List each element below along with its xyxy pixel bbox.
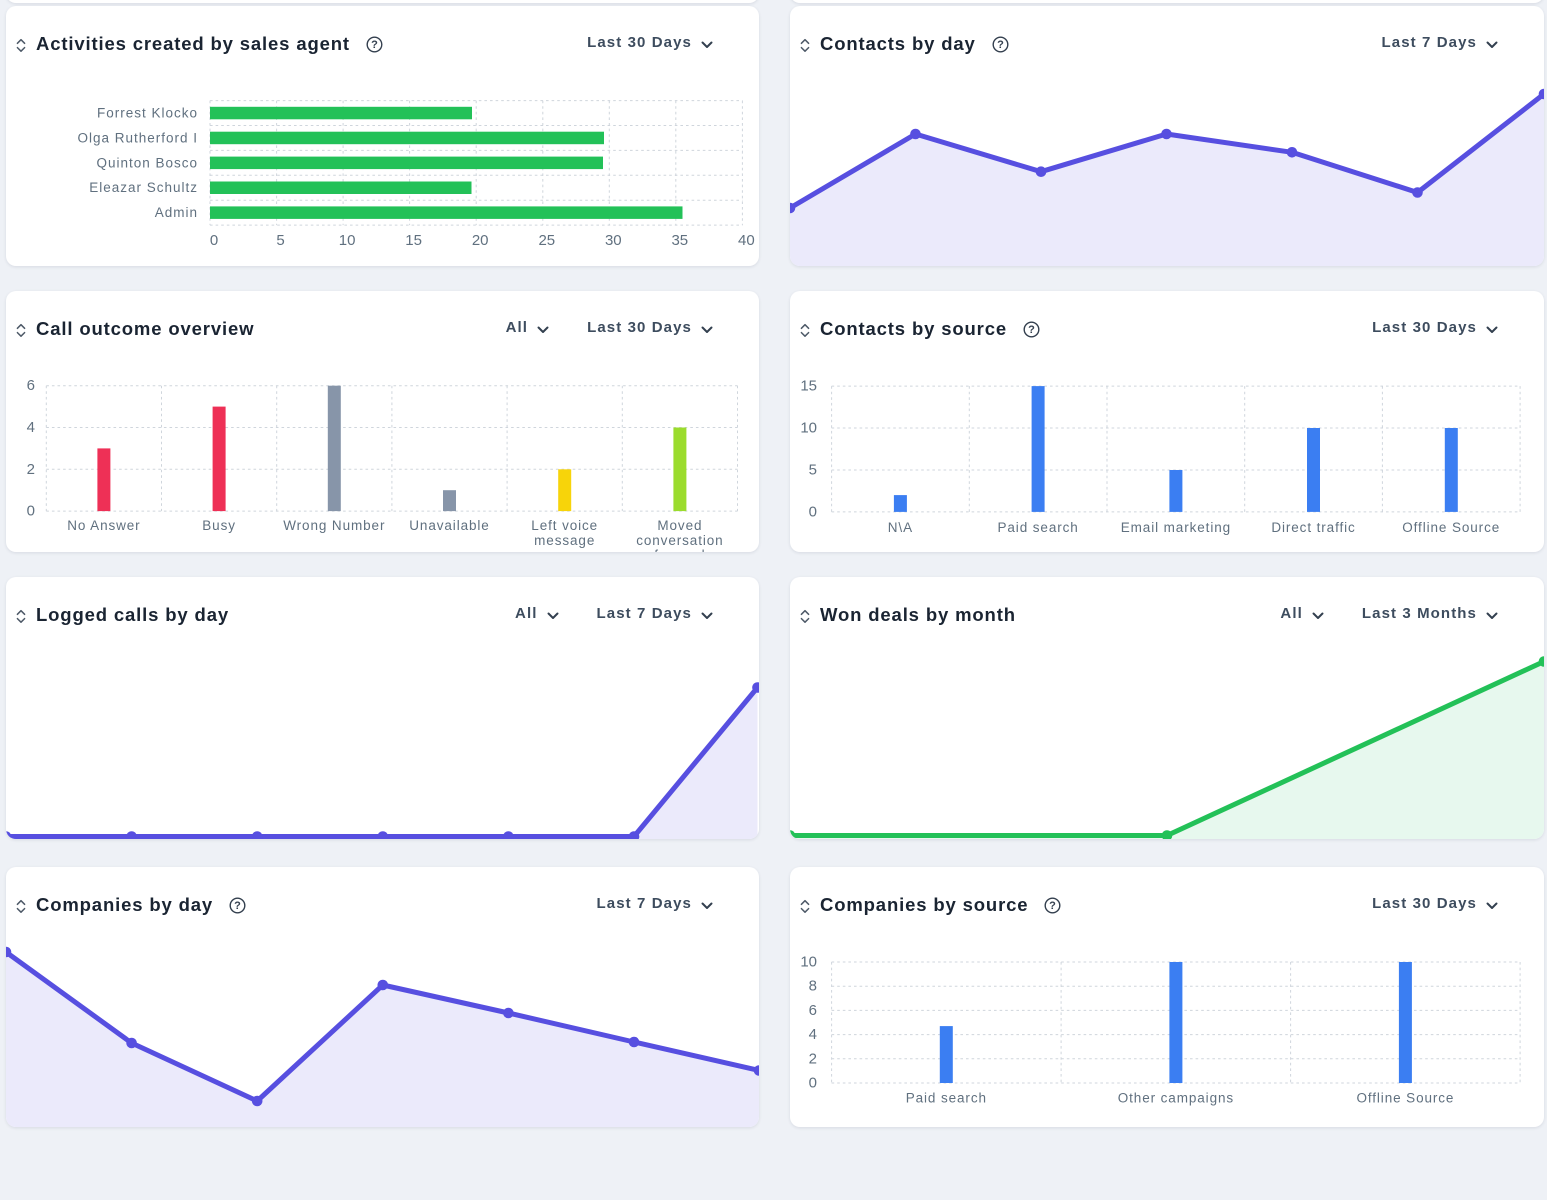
svg-text:?: ? xyxy=(1050,900,1057,912)
svg-text:Admin: Admin xyxy=(155,205,198,220)
svg-text:forward: forward xyxy=(654,548,705,552)
svg-text:Eleazar Schultz: Eleazar Schultz xyxy=(89,180,198,195)
svg-text:Olga Rutherford I: Olga Rutherford I xyxy=(77,130,198,145)
svg-text:No Answer: No Answer xyxy=(67,518,140,533)
svg-text:4: 4 xyxy=(27,419,35,436)
svg-text:10: 10 xyxy=(800,954,817,971)
svg-text:N\A: N\A xyxy=(888,520,913,535)
svg-text:message: message xyxy=(534,533,595,548)
svg-text:Wrong Number: Wrong Number xyxy=(283,518,385,533)
svg-text:Busy: Busy xyxy=(202,518,236,533)
svg-text:Email marketing: Email marketing xyxy=(1121,520,1231,535)
svg-text:2: 2 xyxy=(27,461,35,478)
svg-text:Offline Source: Offline Source xyxy=(1402,520,1500,535)
svg-text:10: 10 xyxy=(339,232,356,249)
svg-text:40: 40 xyxy=(738,232,755,249)
svg-text:15: 15 xyxy=(405,232,422,249)
svg-text:?: ? xyxy=(234,900,241,912)
svg-text:Other campaigns: Other campaigns xyxy=(1118,1091,1234,1106)
svg-text:?: ? xyxy=(371,39,378,51)
svg-text:Unavailable: Unavailable xyxy=(409,518,489,533)
svg-text:5: 5 xyxy=(809,462,817,479)
svg-text:0: 0 xyxy=(809,1075,817,1092)
svg-text:Quinton Bosco: Quinton Bosco xyxy=(96,155,198,170)
svg-text:conversation: conversation xyxy=(636,533,723,548)
svg-text:?: ? xyxy=(1028,324,1035,336)
svg-text:20: 20 xyxy=(472,232,489,249)
svg-text:Direct traffic: Direct traffic xyxy=(1271,520,1355,535)
svg-text:8: 8 xyxy=(809,978,817,995)
svg-text:?: ? xyxy=(997,39,1004,51)
svg-text:4: 4 xyxy=(809,1026,817,1043)
svg-text:5: 5 xyxy=(276,232,284,249)
svg-text:0: 0 xyxy=(27,503,35,520)
svg-text:10: 10 xyxy=(800,420,817,437)
svg-text:15: 15 xyxy=(800,378,817,395)
svg-text:Moved: Moved xyxy=(657,518,702,533)
svg-text:30: 30 xyxy=(605,232,622,249)
svg-text:Left voice: Left voice xyxy=(531,518,598,533)
svg-text:Paid search: Paid search xyxy=(906,1091,987,1106)
svg-text:Forrest Klocko: Forrest Klocko xyxy=(97,106,198,121)
svg-text:Paid search: Paid search xyxy=(997,520,1078,535)
svg-text:0: 0 xyxy=(210,232,218,249)
svg-text:Offline Source: Offline Source xyxy=(1356,1091,1454,1106)
svg-text:2: 2 xyxy=(809,1050,817,1067)
svg-text:35: 35 xyxy=(671,232,688,249)
svg-text:6: 6 xyxy=(809,1002,817,1019)
svg-text:25: 25 xyxy=(538,232,555,249)
svg-text:0: 0 xyxy=(809,503,817,520)
svg-text:6: 6 xyxy=(27,377,35,394)
